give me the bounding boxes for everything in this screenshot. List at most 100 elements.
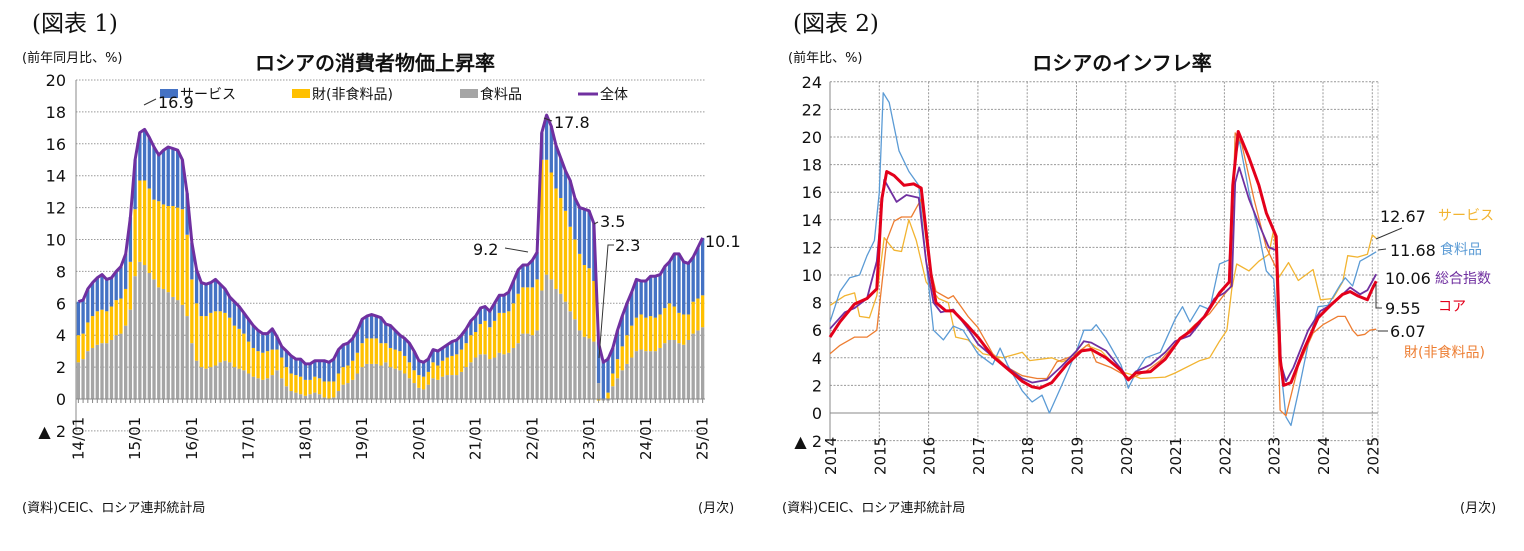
bar-food: [421, 389, 426, 399]
bar-food: [232, 367, 237, 399]
bar-goods: [445, 357, 449, 376]
bar-goods: [213, 311, 218, 366]
bar-services: [308, 363, 312, 380]
bar-services: [124, 253, 128, 289]
bar-food: [237, 368, 241, 399]
bar-goods: [185, 234, 189, 317]
figure2-label: (図表 2): [793, 11, 879, 37]
bar-food: [469, 362, 473, 399]
bar-services: [256, 330, 260, 352]
bar-goods: [686, 314, 691, 340]
bar-food: [128, 309, 133, 399]
legend-swatch-food: [460, 89, 478, 98]
bar-goods: [417, 375, 421, 388]
bar-services: [426, 359, 430, 372]
bar-goods: [322, 381, 326, 398]
bar-food: [436, 379, 440, 399]
bar-food: [284, 386, 289, 399]
bar-goods: [365, 338, 369, 364]
bar-services: [289, 355, 293, 374]
x-tick-label: 2020: [1118, 437, 1136, 475]
figure1-label: (図表 1): [32, 11, 118, 37]
bar-goods: [620, 346, 624, 371]
y-tick-label: 14: [802, 211, 822, 230]
bar-food: [209, 367, 213, 399]
bar-food: [114, 335, 118, 399]
bar-goods: [459, 349, 464, 372]
y-tick-label: 8: [56, 262, 66, 281]
bar-services: [280, 346, 284, 358]
x-tick-label: 2016: [921, 437, 939, 475]
bar-goods: [606, 392, 610, 399]
bar-food: [426, 384, 430, 399]
bar-food: [369, 363, 374, 399]
bar-goods: [648, 316, 653, 352]
bar-food: [374, 363, 378, 399]
bar-goods: [346, 365, 350, 384]
line-core: [828, 130, 1378, 390]
bar-goods: [393, 349, 397, 369]
bar-food: [450, 375, 454, 399]
bar-services: [332, 359, 336, 382]
bar-goods: [157, 201, 161, 288]
bar-food: [677, 343, 681, 399]
end-value-goods: 6.07: [1390, 322, 1426, 341]
bar-services: [294, 359, 298, 376]
y-tick-label: 22: [802, 100, 822, 119]
bar-services: [360, 319, 364, 344]
bar-goods: [294, 375, 298, 393]
bar-goods: [421, 376, 426, 390]
bar-goods: [540, 159, 544, 291]
bar-services: [403, 338, 407, 356]
bar-services: [563, 170, 568, 211]
bar-goods: [265, 351, 270, 379]
bar-goods: [398, 351, 402, 371]
end-value-core: 9.55: [1385, 299, 1421, 318]
bar-services: [535, 252, 539, 280]
x-tick-label: 21/01: [467, 417, 485, 460]
bar-food: [261, 379, 265, 399]
bar-food: [341, 384, 345, 399]
bar-services: [686, 263, 691, 315]
bar-services: [213, 279, 218, 312]
bar-food: [180, 304, 185, 399]
bar-food: [384, 362, 388, 399]
bar-food: [445, 375, 449, 399]
bar-food: [412, 383, 416, 399]
bar-services: [596, 341, 601, 384]
bar-services: [478, 308, 483, 325]
bar-food: [379, 365, 383, 399]
bar-services: [417, 360, 421, 376]
bar-goods: [379, 343, 383, 366]
bar-services: [450, 341, 454, 356]
chart1-annotations: 16.9 17.8 9.2 3.5 2.3 10.1: [143, 93, 741, 359]
bar-goods: [180, 209, 185, 305]
x-tick-label: 2021: [1167, 437, 1185, 475]
bar-goods: [502, 312, 506, 355]
bar-food: [459, 371, 464, 399]
bar-services: [578, 207, 582, 254]
bar-food: [525, 333, 530, 399]
bar-services: [105, 279, 109, 312]
bar-services: [133, 159, 137, 210]
y-tick-label: 0: [56, 390, 66, 409]
y-tick-label: 0: [812, 404, 822, 423]
bar-food: [313, 392, 317, 399]
bar-services: [559, 158, 563, 199]
bar-services: [682, 261, 686, 315]
bar-goods: [492, 320, 497, 358]
bar-food: [265, 378, 270, 399]
bar-services: [407, 343, 412, 363]
bar-food: [223, 360, 227, 399]
bar-food: [700, 327, 705, 399]
end-label-services: サービス: [1438, 208, 1494, 224]
bar-services: [237, 306, 241, 329]
end-value-services: 12.67: [1380, 207, 1426, 226]
y-tick-label: 24: [802, 73, 822, 92]
y-tick-label: 2: [812, 376, 822, 395]
y-tick-label: 12: [802, 238, 822, 257]
bar-food: [672, 339, 676, 399]
bar-goods: [242, 333, 246, 371]
bar-goods: [199, 316, 203, 368]
y-tick-label: 8: [812, 294, 822, 313]
